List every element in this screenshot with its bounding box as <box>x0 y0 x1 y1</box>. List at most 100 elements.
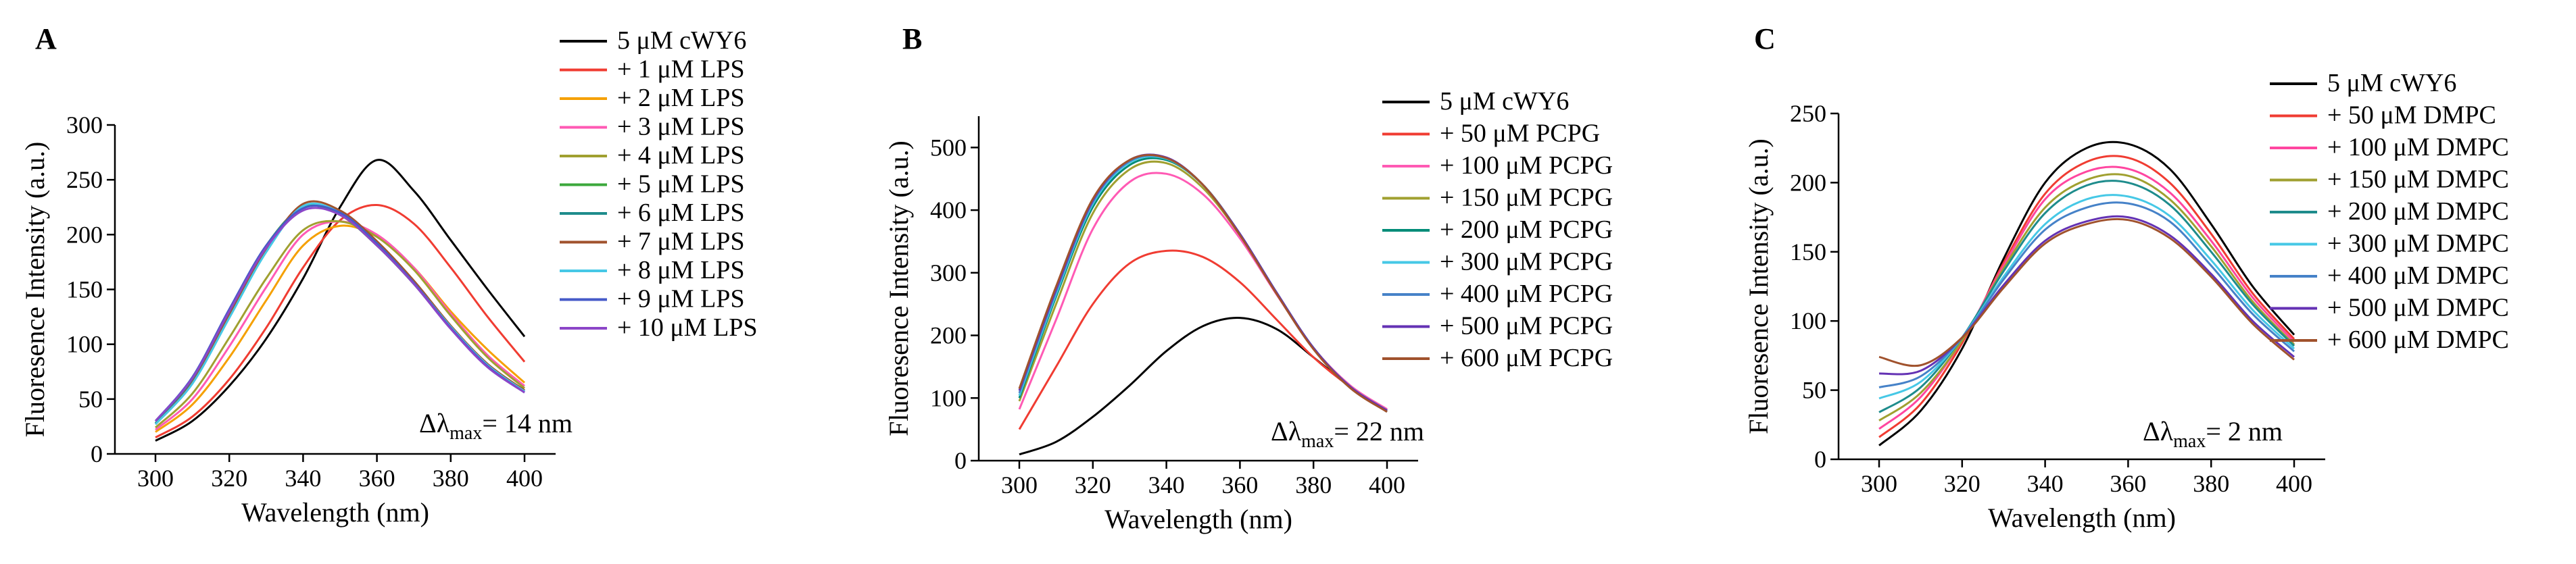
y-tick-label: 100 <box>1790 307 1826 334</box>
legend-entry-label: + 100 μM PCPG <box>1440 151 1613 180</box>
annotation-part: Δλ <box>2143 416 2174 446</box>
x-tick-label: 320 <box>211 465 247 492</box>
annotation-part: max <box>449 423 482 444</box>
x-tick-label: 300 <box>1861 470 1897 497</box>
series-line-8 <box>1018 153 1388 413</box>
y-tick-label: 250 <box>66 166 103 193</box>
y-tick-label: 200 <box>1790 169 1826 196</box>
x-axis-title: Wavelength (nm) <box>241 497 429 528</box>
y-tick-label: 400 <box>930 197 967 224</box>
x-tick-label: 380 <box>2193 470 2229 497</box>
legend-entry-label: 5 μM cWY6 <box>617 26 746 55</box>
y-axis-title: Fluoresence Intensity (a.u.) <box>883 140 914 436</box>
annotation-part: = 14 nm <box>482 408 573 438</box>
y-tick-label: 150 <box>66 276 103 303</box>
x-tick-label: 400 <box>506 465 543 492</box>
x-tick-label: 300 <box>1001 471 1038 498</box>
legend-entry-label: + 2 μM LPS <box>617 84 745 112</box>
x-tick-label: 300 <box>137 465 174 492</box>
series-line-8 <box>154 202 525 426</box>
y-tick-label: 200 <box>930 322 967 349</box>
x-axis-title: Wavelength (nm) <box>1988 503 2176 533</box>
chart-panel-c: C 300 320 340 360 380 400 0 50 100 150 200 250 Wavele… <box>1743 22 2509 533</box>
x-tick-label: 400 <box>1369 471 1405 498</box>
y-tick-label: 0 <box>1814 446 1826 473</box>
series-line-8 <box>1878 217 2295 367</box>
series-line-0 <box>1878 140 2295 446</box>
x-tick-label: 340 <box>2027 470 2064 497</box>
legend-entry-label: + 7 μM LPS <box>617 228 745 256</box>
panel-label: C <box>1754 22 1776 55</box>
y-tick-label: 200 <box>66 221 103 248</box>
legend-entry-label: + 300 μM DMPC <box>2327 230 2509 258</box>
legend-entry-label: + 9 μM LPS <box>617 285 745 313</box>
annotation-part: Δλ <box>419 408 450 438</box>
y-tick-label: 300 <box>66 111 103 138</box>
legend-entry-label: + 3 μM LPS <box>617 113 745 141</box>
y-tick-label: 50 <box>78 386 103 413</box>
legend-entry-label: + 400 μM DMPC <box>2327 261 2509 290</box>
x-tick-label: 340 <box>285 465 321 492</box>
legend-entry-label: + 5 μM LPS <box>617 170 745 199</box>
delta-lambda-annotation: Δλmax= 2 nm <box>2143 416 2283 452</box>
x-tick-label: 360 <box>2110 470 2146 497</box>
y-tick-label: 250 <box>1790 100 1826 127</box>
legend-entry-label: + 100 μM DMPC <box>2327 133 2509 161</box>
series-line-7 <box>1878 215 2295 376</box>
series-line-0 <box>155 159 526 442</box>
legend-entry-label: + 1 μM LPS <box>617 55 745 84</box>
legend-entry-label: + 600 μM DMPC <box>2327 326 2509 354</box>
y-tick-label: 150 <box>1790 238 1826 265</box>
y-tick-label: 100 <box>66 331 103 358</box>
legend-entry-label: + 200 μM PCPG <box>1440 215 1613 244</box>
legend-entry-label: + 150 μM DMPC <box>2327 165 2509 194</box>
panel-label: B <box>902 22 922 55</box>
legend-entry-label: + 10 μM LPS <box>617 313 758 342</box>
delta-lambda-annotation: Δλmax= 22 nm <box>1271 416 1424 452</box>
y-axis-title: Fluoresence Intensity (a.u.) <box>20 142 50 438</box>
series-line-1 <box>1018 249 1388 430</box>
x-tick-label: 360 <box>1221 471 1258 498</box>
annotation-part: = 2 nm <box>2206 416 2283 446</box>
series-line-6 <box>154 204 525 424</box>
y-tick-label: 300 <box>930 259 967 286</box>
x-axis-title: Wavelength (nm) <box>1104 504 1292 534</box>
legend-entry-label: + 500 μM PCPG <box>1440 312 1613 340</box>
legend-entry-label: 5 μM cWY6 <box>1440 87 1569 116</box>
series-line-9 <box>154 205 525 422</box>
y-tick-label: 0 <box>954 447 967 474</box>
legend-entry-label: + 50 μM DMPC <box>2327 101 2496 130</box>
series-line-5 <box>154 204 525 424</box>
series-line-10 <box>154 207 525 422</box>
x-tick-label: 400 <box>2276 470 2312 497</box>
chart-panel-b: B 300 320 340 360 380 400 0 100 200 300 400 500 Wavel… <box>883 22 1613 534</box>
legend-entry-label: + 200 μM DMPC <box>2327 197 2509 226</box>
x-tick-label: 320 <box>1944 470 1980 497</box>
x-tick-label: 380 <box>433 465 469 492</box>
legend-entry-label: + 8 μM LPS <box>617 256 745 284</box>
legend-entry-label: + 300 μM PCPG <box>1440 248 1613 276</box>
x-tick-label: 340 <box>1148 471 1185 498</box>
annotation-part: max <box>2173 431 2206 452</box>
series-line-4 <box>154 220 525 429</box>
series-line-2 <box>155 224 525 433</box>
x-tick-label: 360 <box>359 465 395 492</box>
y-tick-label: 100 <box>930 384 967 411</box>
legend-entry-label: + 500 μM DMPC <box>2327 294 2509 322</box>
legend-entry-label: + 50 μM PCPG <box>1440 120 1600 148</box>
x-tick-label: 380 <box>1295 471 1332 498</box>
y-tick-label: 50 <box>1802 377 1826 404</box>
y-axis-title: Fluoresence Intensity (a.u.) <box>1743 138 1774 434</box>
y-tick-label: 500 <box>930 134 967 161</box>
chart-panel-a: A 300 320 340 360 380 400 0 50 100 150 200 250 300 Wav… <box>20 22 758 528</box>
y-tick-label: 0 <box>91 440 103 467</box>
annotation-part: max <box>1301 431 1334 452</box>
legend-entry-label: + 4 μM LPS <box>617 141 745 170</box>
legend-entry-label: + 400 μM PCPG <box>1440 280 1613 308</box>
panel-label: A <box>35 22 57 55</box>
legend-entry-label: 5 μM cWY6 <box>2327 69 2456 97</box>
x-tick-label: 320 <box>1075 471 1111 498</box>
legend-entry-label: + 600 μM PCPG <box>1440 344 1613 372</box>
delta-lambda-annotation: Δλmax= 14 nm <box>419 408 573 444</box>
